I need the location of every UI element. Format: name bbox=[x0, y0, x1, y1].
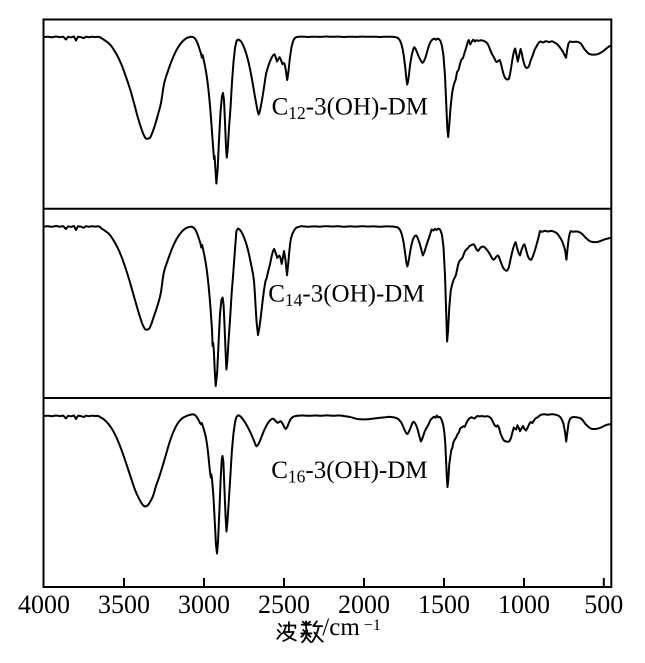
svg-text:500: 500 bbox=[584, 590, 623, 619]
svg-text:3500: 3500 bbox=[98, 590, 150, 619]
svg-text:4000: 4000 bbox=[18, 590, 70, 619]
svg-text:1500: 1500 bbox=[418, 590, 470, 619]
svg-text:3000: 3000 bbox=[178, 590, 230, 619]
svg-text:−1: −1 bbox=[364, 617, 381, 634]
svg-text:2000: 2000 bbox=[338, 590, 390, 619]
svg-text:2500: 2500 bbox=[258, 590, 310, 619]
svg-text:1000: 1000 bbox=[498, 590, 550, 619]
svg-text:/cm: /cm bbox=[322, 614, 360, 641]
svg-text:C16-3(OH)-DM: C16-3(OH)-DM bbox=[271, 457, 427, 487]
